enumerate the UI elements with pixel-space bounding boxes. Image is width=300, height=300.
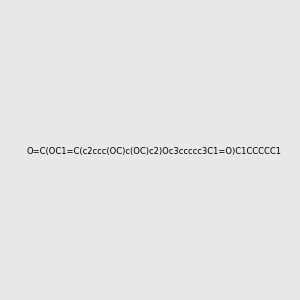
Text: O=C(OC1=C(c2ccc(OC)c(OC)c2)Oc3ccccc3C1=O)C1CCCCC1: O=C(OC1=C(c2ccc(OC)c(OC)c2)Oc3ccccc3C1=O…: [26, 147, 281, 156]
